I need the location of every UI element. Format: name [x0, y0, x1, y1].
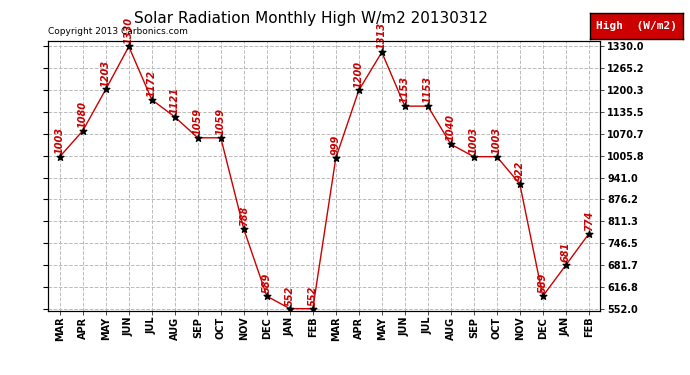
- Text: 552: 552: [308, 286, 318, 306]
- Point: [124, 44, 135, 50]
- Point: [400, 103, 411, 109]
- Text: Copyright 2013 Carbonics.com: Copyright 2013 Carbonics.com: [48, 27, 188, 36]
- Point: [469, 154, 480, 160]
- Point: [169, 114, 180, 120]
- Text: Solar Radiation Monthly High W/m2 20130312: Solar Radiation Monthly High W/m2 201303…: [134, 11, 487, 26]
- Text: High  (W/m2): High (W/m2): [596, 21, 677, 31]
- Text: 1153: 1153: [400, 76, 410, 104]
- Point: [238, 226, 249, 232]
- Text: 1003: 1003: [55, 127, 65, 154]
- Text: 774: 774: [584, 211, 594, 231]
- Point: [100, 86, 111, 92]
- Text: 922: 922: [515, 161, 525, 181]
- Text: 1059: 1059: [193, 108, 203, 135]
- Text: 788: 788: [239, 206, 249, 226]
- Point: [376, 49, 387, 55]
- Text: 1330: 1330: [124, 17, 134, 44]
- Text: 1172: 1172: [147, 70, 157, 97]
- Text: 999: 999: [331, 135, 341, 155]
- Text: 552: 552: [285, 286, 295, 306]
- Text: 1059: 1059: [216, 108, 226, 135]
- Point: [146, 97, 157, 103]
- Point: [422, 103, 433, 109]
- Point: [514, 181, 525, 187]
- Text: 1080: 1080: [78, 101, 88, 128]
- Point: [583, 231, 594, 237]
- Text: 589: 589: [538, 273, 548, 293]
- Point: [538, 293, 549, 299]
- Point: [445, 141, 456, 147]
- Text: 1040: 1040: [446, 114, 456, 141]
- Text: 1153: 1153: [423, 76, 433, 104]
- Point: [262, 293, 273, 299]
- Point: [193, 135, 204, 141]
- Text: 681: 681: [561, 242, 571, 262]
- Point: [331, 155, 342, 161]
- Point: [284, 306, 295, 312]
- Point: [77, 128, 88, 134]
- Text: 1003: 1003: [492, 127, 502, 154]
- Point: [353, 87, 364, 93]
- Text: 1200: 1200: [354, 60, 364, 87]
- Point: [560, 262, 571, 268]
- Text: 1313: 1313: [377, 22, 387, 50]
- Point: [55, 154, 66, 160]
- Text: 1121: 1121: [170, 87, 180, 114]
- Point: [307, 306, 318, 312]
- Point: [215, 135, 226, 141]
- Text: 589: 589: [262, 273, 272, 293]
- Text: 1203: 1203: [101, 60, 111, 87]
- Point: [491, 154, 502, 160]
- Text: 1003: 1003: [469, 127, 479, 154]
